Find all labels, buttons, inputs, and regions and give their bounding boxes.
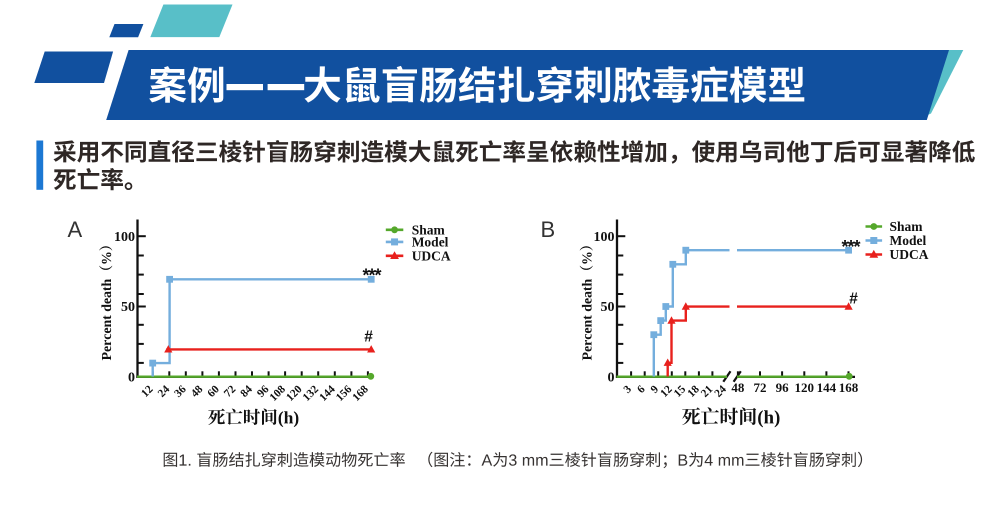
svg-text:#: # xyxy=(849,291,858,308)
svg-text:UDCA: UDCA xyxy=(412,248,451,263)
svg-text:B: B xyxy=(541,217,556,242)
svg-text:Sham: Sham xyxy=(890,219,924,234)
svg-text:50: 50 xyxy=(121,300,135,315)
svg-text:6: 6 xyxy=(635,383,648,396)
svg-text:100: 100 xyxy=(594,230,615,245)
svg-text:***: *** xyxy=(841,237,860,257)
svg-text:#: # xyxy=(364,329,373,346)
svg-text:60: 60 xyxy=(205,383,222,400)
svg-text:72: 72 xyxy=(754,380,767,395)
svg-text:Model: Model xyxy=(412,234,449,249)
svg-text:50: 50 xyxy=(601,300,615,315)
svg-text:100: 100 xyxy=(114,230,135,245)
svg-text:24: 24 xyxy=(712,383,729,400)
svg-text:48: 48 xyxy=(731,380,745,395)
svg-text:168: 168 xyxy=(350,383,371,404)
svg-text:A: A xyxy=(68,217,83,242)
svg-text:96: 96 xyxy=(776,380,790,395)
svg-text:3: 3 xyxy=(622,383,635,396)
svg-text:168: 168 xyxy=(839,380,859,395)
svg-text:120: 120 xyxy=(795,380,815,395)
svg-text:144: 144 xyxy=(817,380,837,395)
svg-text:Model: Model xyxy=(890,233,927,248)
svg-text:0: 0 xyxy=(608,371,615,386)
svg-text:48: 48 xyxy=(189,383,206,400)
svg-text:36: 36 xyxy=(172,383,189,400)
svg-text:0: 0 xyxy=(128,371,135,386)
svg-text:UDCA: UDCA xyxy=(890,247,929,262)
svg-text:24: 24 xyxy=(156,383,173,400)
svg-text:84: 84 xyxy=(238,383,255,400)
svg-text:72: 72 xyxy=(222,383,239,400)
svg-text:Sham: Sham xyxy=(412,222,446,237)
svg-text:***: *** xyxy=(362,266,381,286)
svg-text:12: 12 xyxy=(139,383,156,400)
